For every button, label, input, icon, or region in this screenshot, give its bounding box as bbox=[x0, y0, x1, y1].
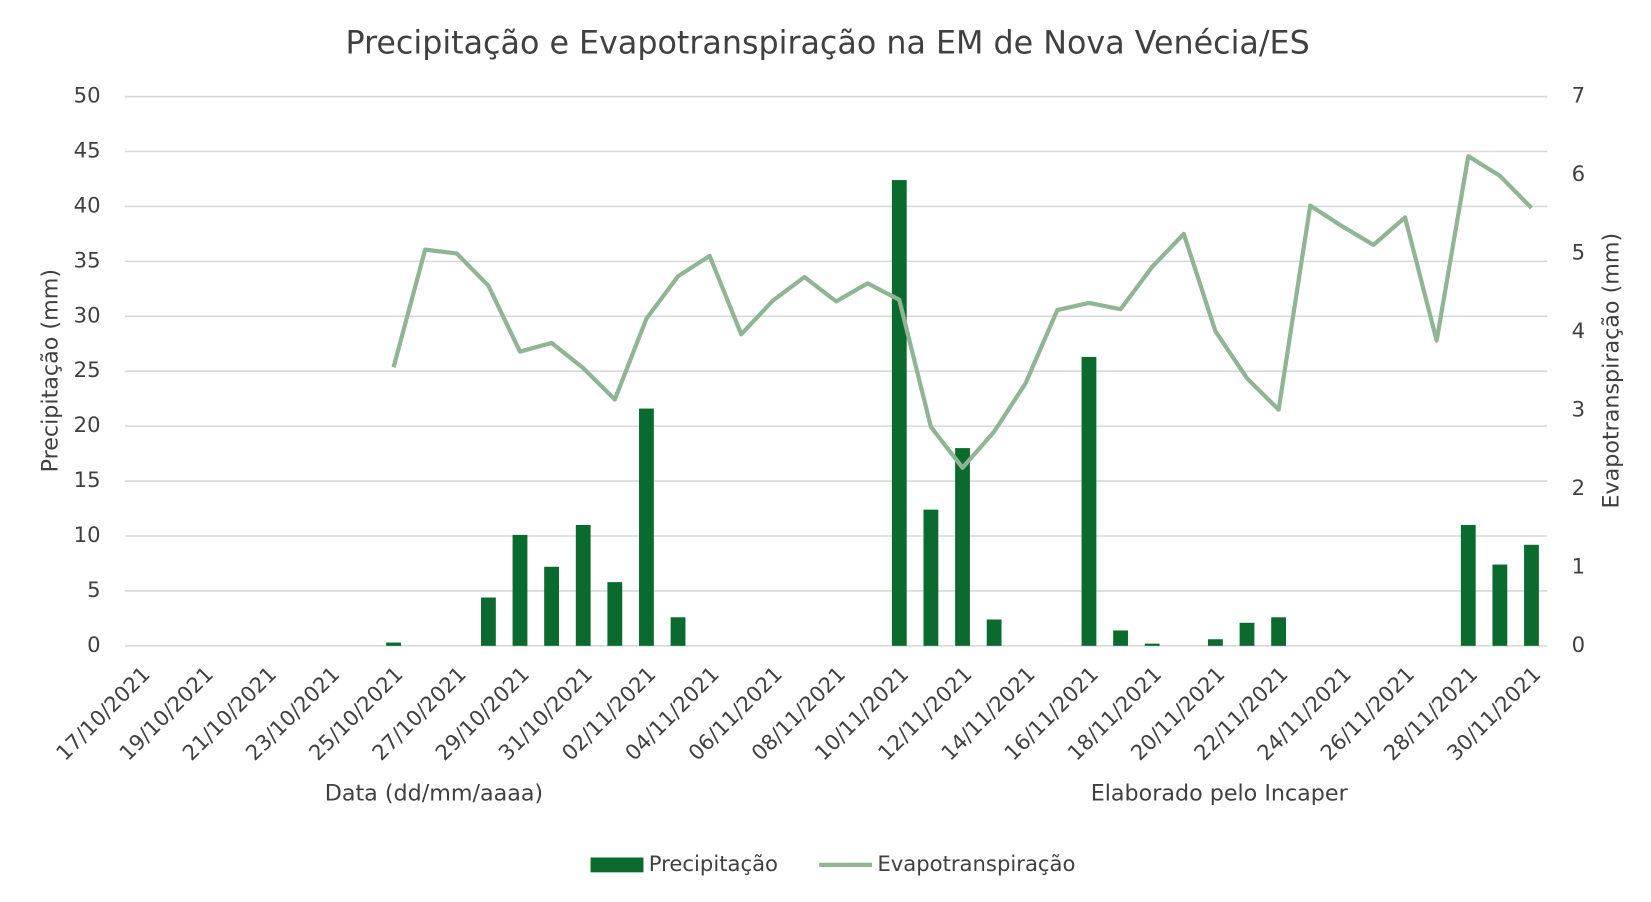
bar bbox=[386, 642, 401, 646]
y-tick-label: 40 bbox=[74, 192, 101, 217]
bar bbox=[1144, 643, 1160, 646]
bar bbox=[1492, 564, 1508, 646]
legend-label: Evapotranspiração bbox=[877, 851, 1075, 876]
y2-tick-label: 5 bbox=[1572, 240, 1585, 265]
bar bbox=[1113, 630, 1128, 646]
bar bbox=[891, 180, 907, 646]
y-tick-label: 10 bbox=[74, 522, 101, 547]
line bbox=[391, 154, 1533, 470]
y-tick-label: 5 bbox=[87, 577, 100, 602]
bar bbox=[607, 582, 623, 646]
y-tick-label: 35 bbox=[74, 247, 101, 272]
bar bbox=[1207, 639, 1223, 646]
bar bbox=[1460, 525, 1476, 646]
y2-tick-label: 0 bbox=[1572, 632, 1585, 657]
annotation: Elaborado pelo Incaper bbox=[1091, 781, 1349, 807]
bar bbox=[639, 408, 654, 646]
bar bbox=[1524, 544, 1539, 646]
y2-tick-label: 4 bbox=[1572, 318, 1585, 343]
y2-tick-label: 3 bbox=[1572, 396, 1585, 421]
chart-title: Precipitação e Evapotranspiração na EM d… bbox=[345, 26, 1309, 62]
bar bbox=[1239, 622, 1255, 646]
y-tick-label: 50 bbox=[74, 83, 101, 108]
bar bbox=[512, 534, 528, 646]
x-axis-label: Data (dd/mm/aaaa) bbox=[325, 781, 543, 807]
y-tick-label: 25 bbox=[74, 357, 101, 382]
bar bbox=[1081, 356, 1097, 646]
bar bbox=[986, 619, 1002, 646]
bar bbox=[923, 509, 939, 646]
y2-axis-label: Evapotranspiração (mm) bbox=[1598, 233, 1624, 509]
y-tick-label: 20 bbox=[74, 412, 101, 437]
y-tick-label: 15 bbox=[74, 467, 101, 492]
legend-swatch bbox=[590, 857, 644, 873]
bar bbox=[544, 566, 560, 646]
y2-tick-label: 1 bbox=[1572, 553, 1585, 578]
y2-tick-label: 6 bbox=[1572, 161, 1585, 186]
bar bbox=[955, 448, 970, 646]
bar bbox=[670, 617, 686, 646]
y-tick-label: 45 bbox=[74, 138, 101, 163]
bar bbox=[1271, 617, 1287, 646]
y2-tick-label: 2 bbox=[1572, 475, 1585, 500]
y-tick-label: 30 bbox=[74, 302, 101, 327]
bar bbox=[480, 597, 496, 646]
y-axis-label: Precipitação (mm) bbox=[37, 269, 63, 472]
bar bbox=[575, 525, 591, 646]
y2-tick-label: 7 bbox=[1572, 83, 1585, 108]
y-tick-label: 0 bbox=[87, 632, 100, 657]
legend-label: Precipitação bbox=[649, 851, 778, 876]
